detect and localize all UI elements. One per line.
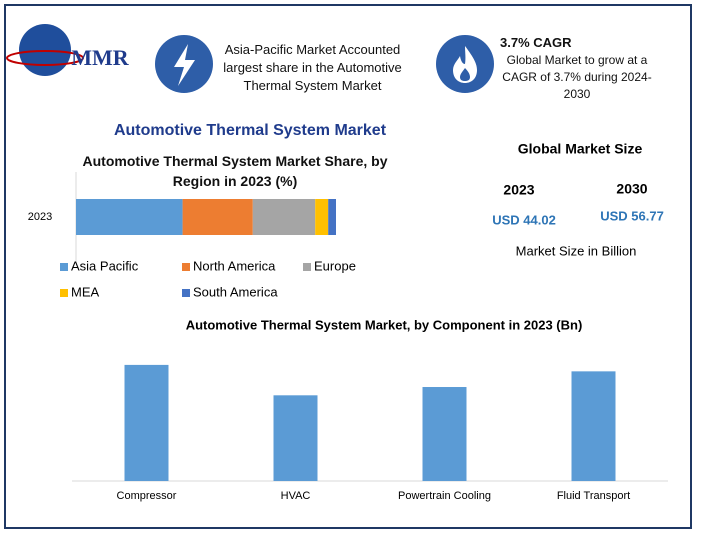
market-value: USD 56.77 — [600, 208, 664, 223]
bar-segment — [182, 199, 253, 235]
bar — [273, 395, 318, 481]
flame-shape — [453, 46, 477, 83]
legend-swatch — [60, 263, 68, 271]
legend-swatch — [60, 289, 68, 297]
x-tick-label: HVAC — [281, 490, 311, 502]
bar-segment — [76, 199, 183, 235]
chart-title: Automotive Thermal System Market Share, … — [82, 153, 388, 189]
x-tick-label: Compressor — [117, 490, 177, 502]
chart-title: Automotive Thermal System Market, by Com… — [186, 317, 583, 332]
bar — [571, 371, 616, 481]
market-value: USD 44.02 — [492, 212, 556, 227]
x-tick-label: Powertrain Cooling — [398, 490, 491, 502]
info-text: Global Market to grow at a CAGR of 3.7% … — [502, 53, 652, 101]
bar-segment — [252, 199, 316, 235]
bar — [422, 387, 467, 481]
main-title: Automotive Thermal System Market — [114, 122, 387, 139]
legend-label: MEA — [71, 284, 100, 299]
info-title: 3.7% CAGR — [500, 35, 572, 50]
year: 2023 — [503, 182, 534, 198]
legend-swatch — [182, 289, 190, 297]
y-tick-label: 2023 — [28, 211, 52, 223]
bolt-shape — [174, 44, 195, 86]
logo-ring — [6, 50, 84, 66]
legend-label: Asia Pacific — [71, 258, 139, 273]
market-size-title: Global Market Size — [518, 141, 643, 157]
legend-swatch — [303, 263, 311, 271]
legend-label: Europe — [314, 258, 356, 273]
year: 2030 — [616, 181, 647, 197]
bar — [124, 364, 169, 481]
info-text: Asia-Pacific Market Accounted largest sh… — [223, 42, 402, 93]
frame — [4, 4, 692, 529]
legend-swatch — [182, 263, 190, 271]
bar-segment — [315, 199, 329, 235]
flame-core — [460, 68, 470, 81]
bar-segment — [328, 199, 336, 235]
legend-label: North America — [193, 258, 276, 273]
x-tick-label: Fluid Transport — [557, 490, 630, 502]
market-note: Market Size in Billion — [516, 243, 637, 258]
logo-text: MMR — [71, 45, 130, 70]
legend-label: South America — [193, 284, 278, 299]
